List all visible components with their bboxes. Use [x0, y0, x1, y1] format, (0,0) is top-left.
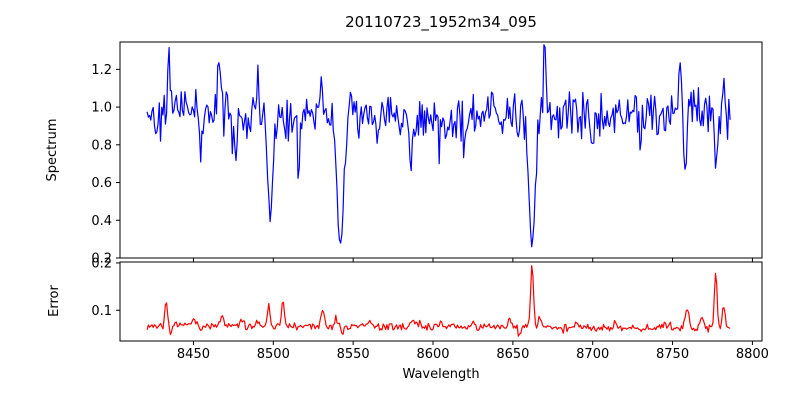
- x-tick-label: 8700: [576, 347, 609, 362]
- chart-title: 20110723_1952m34_095: [345, 13, 537, 32]
- y-tick-label: 0.2: [91, 252, 112, 267]
- spectrum-line: [146, 44, 731, 248]
- y-tick-label: 0.4: [91, 214, 112, 229]
- x-tick-label: 8750: [656, 347, 689, 362]
- error-panel-border: [119, 261, 763, 342]
- x-tick-label: 8800: [736, 347, 769, 362]
- x-axis-label: Wavelength: [402, 367, 479, 382]
- x-tick-label: 8500: [257, 347, 290, 362]
- y-tick-label: 1.2: [91, 63, 112, 78]
- error-y-axis-label: Error: [47, 285, 62, 317]
- x-tick-label: 8650: [496, 347, 529, 362]
- y-tick-label: 0.2: [91, 256, 112, 271]
- spectrum-panel-border: [119, 41, 763, 259]
- x-tick-label: 8600: [416, 347, 449, 362]
- spectrum-y-axis-label: Spectrum: [45, 119, 60, 182]
- y-tick-label: 0.6: [91, 176, 112, 191]
- axis-ticks: 8450 8500 8550 8600 8650 8700 8750 8800 0.2 0.4 0.…: [91, 63, 769, 362]
- y-tick-label: 0.8: [91, 138, 112, 153]
- x-tick-label: 8450: [177, 347, 210, 362]
- y-tick-label: 0.1: [91, 304, 112, 319]
- x-tick-label: 8550: [337, 347, 370, 362]
- y-tick-label: 1.0: [91, 101, 112, 116]
- error-line: [146, 265, 731, 337]
